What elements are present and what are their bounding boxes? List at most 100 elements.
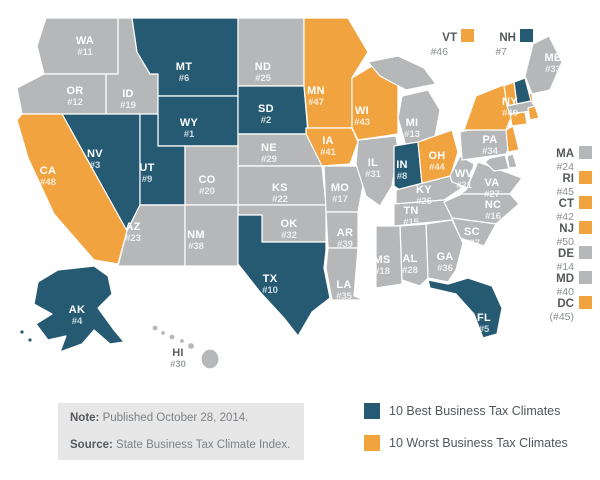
state-rank-IN: #8 bbox=[397, 171, 408, 182]
state-rank-AZ: #23 bbox=[125, 233, 141, 244]
state-label-MO: MO bbox=[331, 182, 349, 194]
state-CT-shape bbox=[509, 111, 528, 127]
legend-swatch-worst bbox=[364, 435, 380, 451]
state-label-IA: IA bbox=[322, 135, 334, 147]
state-rank-WY: #1 bbox=[184, 129, 195, 140]
source-label: Source: bbox=[70, 439, 113, 451]
side-callout-rank-MA: #24 bbox=[556, 161, 574, 173]
state-MS-shape bbox=[375, 225, 403, 289]
inset-callout-rank-VT: #46 bbox=[430, 46, 448, 58]
state-rank-MT: #6 bbox=[179, 73, 190, 84]
side-callout-swatch-NJ bbox=[579, 221, 592, 234]
side-callout-swatch-DE bbox=[579, 246, 592, 259]
state-TX-shape bbox=[237, 214, 331, 337]
state-OR-shape bbox=[16, 73, 107, 115]
inset-callout-swatch-VT bbox=[461, 29, 474, 42]
state-rank-OH: #44 bbox=[429, 162, 446, 173]
state-rank-VA: #27 bbox=[484, 189, 500, 200]
side-callout-abbr-RI: RI bbox=[563, 173, 575, 185]
state-label-OR: OR bbox=[66, 85, 83, 97]
state-label-IL: IL bbox=[368, 157, 378, 169]
state-rank-KS: #22 bbox=[272, 194, 288, 205]
state-label-WV: WV bbox=[455, 168, 474, 180]
state-rank-AK: #4 bbox=[72, 316, 83, 327]
state-rank-CO: #20 bbox=[199, 186, 215, 197]
side-callout-rank-DC: (#45) bbox=[549, 311, 574, 323]
state-label-VA: VA bbox=[484, 177, 499, 189]
legend-swatch-best bbox=[364, 403, 380, 419]
state-rank-IA: #41 bbox=[320, 147, 337, 158]
state-label-SC: SC bbox=[464, 226, 480, 238]
state-rank-FL: #5 bbox=[479, 324, 490, 335]
state-label-MI: MI bbox=[406, 117, 419, 129]
state-NJ-shape bbox=[505, 125, 520, 153]
state-label-AZ: AZ bbox=[125, 221, 140, 233]
state-label-KY: KY bbox=[416, 184, 432, 196]
state-label-AK: AK bbox=[69, 304, 86, 316]
state-label-TX: TX bbox=[263, 273, 278, 285]
state-label-CO: CO bbox=[198, 174, 215, 186]
state-IL-shape bbox=[355, 135, 399, 207]
state-label-ID: ID bbox=[122, 88, 134, 100]
state-DE-shape bbox=[506, 153, 518, 169]
state-label-NV: NV bbox=[87, 148, 103, 160]
side-callout-abbr-MA: MA bbox=[556, 148, 574, 160]
state-label-ND: ND bbox=[255, 61, 272, 73]
state-rank-WA: #11 bbox=[77, 47, 93, 58]
note-line: Note: Published October 28, 2014. bbox=[70, 412, 292, 424]
state-rank-MI: #13 bbox=[404, 129, 420, 140]
side-callout-abbr-CT: CT bbox=[559, 198, 574, 210]
state-label-PA: PA bbox=[482, 134, 497, 146]
state-MO-shape bbox=[323, 165, 365, 213]
state-label-WI: WI bbox=[355, 105, 369, 117]
state-label-WY: WY bbox=[180, 117, 199, 129]
state-label-MT: MT bbox=[176, 61, 192, 73]
state-rank-CA: #48 bbox=[40, 177, 56, 188]
note-box: Note: Published October 28, 2014. Source… bbox=[58, 403, 304, 460]
state-rank-ND: #25 bbox=[255, 73, 272, 84]
state-rank-LA: #35 bbox=[336, 291, 353, 302]
side-callout-abbr-DE: DE bbox=[558, 248, 574, 260]
state-label-TN: TN bbox=[403, 205, 418, 217]
state-label-MS: MS bbox=[373, 254, 390, 266]
state-rank-MN: #47 bbox=[308, 97, 324, 108]
state-rank-WV: #21 bbox=[456, 180, 473, 191]
side-callout-swatch-CT bbox=[579, 196, 592, 209]
state-NM-shape bbox=[184, 204, 239, 267]
state-MD-shape bbox=[484, 154, 510, 172]
state-label-KS: KS bbox=[272, 182, 288, 194]
state-rank-ID: #19 bbox=[120, 100, 136, 111]
state-label-GA: GA bbox=[436, 251, 453, 263]
state-rank-MS: #18 bbox=[374, 266, 390, 277]
state-rank-OR: #12 bbox=[67, 97, 83, 108]
state-rank-OK: #32 bbox=[281, 230, 297, 241]
state-label-NC: NC bbox=[485, 199, 502, 211]
state-CA-shape bbox=[16, 113, 128, 265]
state-rank-NE: #29 bbox=[261, 154, 277, 165]
state-rank-TN: #15 bbox=[403, 217, 420, 228]
state-label-ME: ME bbox=[544, 52, 561, 64]
side-callout-abbr-NJ: NJ bbox=[559, 223, 574, 235]
source-text: State Business Tax Climate Index. bbox=[112, 439, 291, 451]
state-label-MN: MN bbox=[307, 85, 325, 97]
state-VA-shape bbox=[459, 161, 523, 195]
side-callout-swatch-MD bbox=[579, 271, 592, 284]
legend-item-best: 10 Best Business Tax Climates bbox=[364, 403, 568, 419]
legend-label-worst: 10 Worst Business Tax Climates bbox=[389, 436, 568, 450]
state-label-AL: AL bbox=[402, 253, 417, 265]
state-label-OH: OH bbox=[428, 150, 445, 162]
state-label-SD: SD bbox=[258, 103, 274, 115]
state-label-LA: LA bbox=[336, 279, 351, 291]
state-rank-ME: #33 bbox=[545, 64, 561, 75]
state-label-FL: FL bbox=[477, 312, 491, 324]
state-label-UT: UT bbox=[139, 162, 154, 174]
source-line: Source: State Business Tax Climate Index… bbox=[70, 439, 292, 451]
state-rank-AR: #39 bbox=[337, 239, 353, 250]
legend-label-best: 10 Best Business Tax Climates bbox=[389, 404, 561, 418]
state-label-NE: NE bbox=[261, 142, 277, 154]
state-LA-shape bbox=[325, 247, 365, 301]
side-callout-abbr-MD: MD bbox=[556, 273, 574, 285]
state-OH-shape bbox=[417, 129, 459, 185]
